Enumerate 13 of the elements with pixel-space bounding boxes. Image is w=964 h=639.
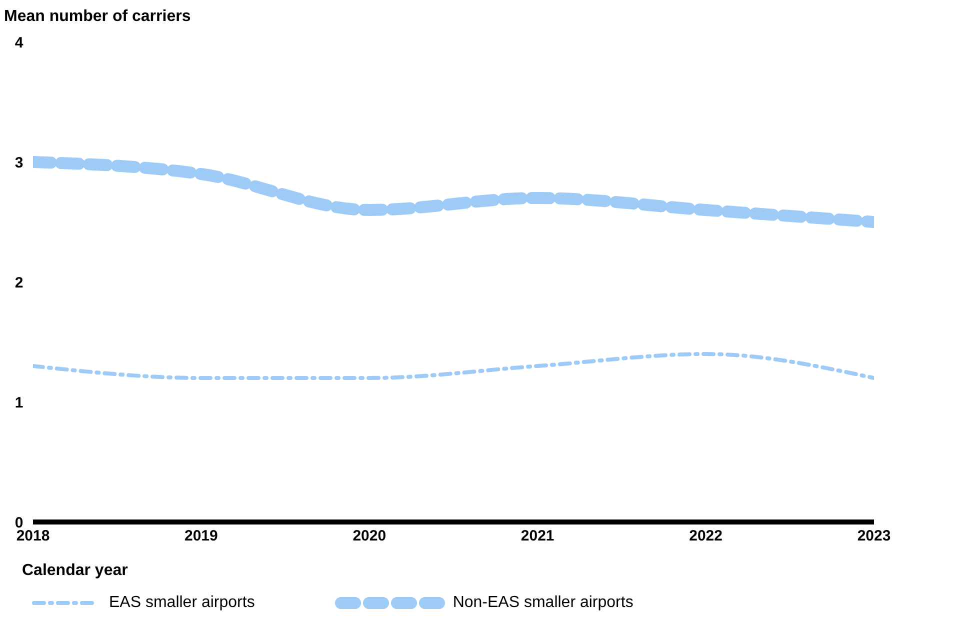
legend-label: EAS smaller airports bbox=[109, 594, 255, 612]
y-tick-label: 1 bbox=[14, 394, 24, 412]
y-tick-label: 2 bbox=[14, 274, 24, 292]
x-tick-label: 2023 bbox=[857, 528, 891, 545]
x-axis-title: Calendar year bbox=[22, 562, 129, 580]
y-tick-label: 3 bbox=[14, 154, 24, 172]
legend-label: Non-EAS smaller airports bbox=[452, 594, 634, 612]
y-tick-label: 4 bbox=[14, 34, 24, 52]
x-tick-label: 2020 bbox=[352, 528, 386, 545]
y-axis-title: Mean number of carriers bbox=[4, 8, 192, 26]
x-tick-label: 2019 bbox=[184, 528, 218, 545]
x-tick-label: 2021 bbox=[520, 528, 554, 545]
x-tick-label: 2022 bbox=[689, 528, 722, 545]
